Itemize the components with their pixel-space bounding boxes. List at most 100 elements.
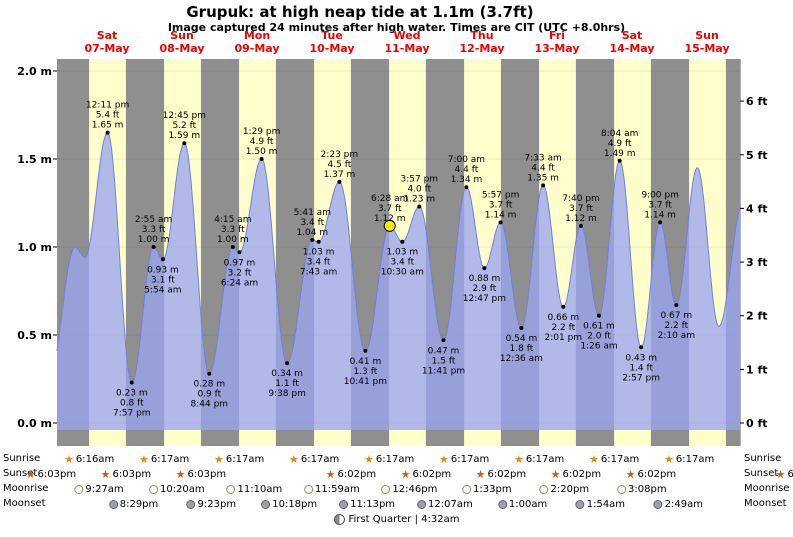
moonset-icon [108, 500, 118, 509]
day-label-date: 09-May [234, 42, 279, 55]
tide-point-label: 0.67 m [660, 311, 692, 321]
moonset-entry: 12:07am [417, 498, 473, 511]
tide-point-label: 1.04 m [296, 228, 328, 238]
sunset-time: 6:02pm [637, 469, 677, 480]
moonrise-time: 1:33pm [473, 484, 512, 495]
moonrise-entry: 2:20pm [539, 483, 589, 496]
tide-chart: 12:11 pm5.4 ft1.65 m 0.23 m0.8 ft7:57 pm 2… [17, 29, 768, 446]
sunset-icon: ★ [25, 468, 36, 481]
tide-point-label: 1.00 m [217, 235, 249, 245]
tide-point-label: 2:55 am [135, 215, 172, 225]
sunrise-time: 6:17am [675, 454, 715, 465]
sunset-icon: ★ [100, 468, 111, 481]
tide-point-label: 4.9 ft [608, 139, 632, 149]
moonrise-icon [617, 485, 627, 494]
tide-point-dot [400, 239, 405, 244]
sunset-time: 6:02pm [487, 469, 527, 480]
sunrise-time: 6:17am [525, 454, 565, 465]
moonset-time: 1:00am [508, 499, 548, 510]
moon-phase-text: First Quarter | 4:32am [348, 514, 460, 525]
day-label-dow: Mon [244, 29, 270, 42]
sunset-entry: ★ 6:02pm [476, 468, 526, 481]
tide-point-label: 8:44 pm [191, 400, 229, 410]
moonrise-icon [462, 485, 472, 494]
moonrise-time: 11:10am [237, 484, 283, 495]
sunrise-entry: ★ 6:17am [514, 453, 564, 466]
tide-point-label: 10:41 pm [344, 377, 387, 387]
tide-point-dot [151, 245, 156, 249]
moonset-time: 11:13pm [350, 499, 396, 510]
sunrise-icon: ★ [588, 453, 599, 466]
sunset-icon: ★ [400, 468, 411, 481]
ytick-m-label: 0.0 m [17, 417, 52, 430]
tide-point-dot [579, 223, 583, 228]
tide-point-label: 0.93 m [147, 265, 179, 275]
moonrise-row-label-right: Moonrise [744, 483, 790, 494]
ytick-ft-label: 3 ft [746, 256, 768, 269]
sunset-entry: ★ 6:03pm [26, 468, 76, 481]
tide-point-label: 0.41 m [350, 357, 382, 367]
moonset-time: 1:54am [586, 499, 626, 510]
tide-point-dot [417, 204, 422, 209]
moonset-icon [575, 500, 585, 509]
tide-point-label: 8:04 am [601, 129, 638, 139]
moonset-time: 2:49am [664, 499, 703, 510]
day-label-date: 15-May [684, 42, 729, 55]
sunset-icon: ★ [325, 468, 336, 481]
tide-point-label: 6:28 am [371, 194, 408, 204]
tide-point-label: 0.28 m [193, 380, 225, 390]
sunset-entry: ★ 6:03pm [101, 468, 151, 481]
tide-point-label: 1.59 m [168, 131, 200, 141]
tide-point-label: 1.03 m [303, 248, 335, 258]
tide-point-dot [639, 345, 644, 350]
tide-point-label: 6:24 am [221, 278, 258, 288]
sunrise-icon: ★ [663, 453, 674, 466]
sunset-time: 6:03pm [187, 469, 227, 480]
tide-point-label: 1.3 ft [354, 367, 378, 377]
day-label-dow: Sat [97, 29, 118, 42]
moonset-entry: 9:23pm [186, 498, 237, 511]
moonset-entry: 1:54am [575, 498, 626, 511]
moonset-icon [339, 500, 349, 509]
day-label-date: 12-May [459, 42, 504, 55]
page-title: Grupuk: at high neap tide at 1.1m (3.7ft… [186, 3, 534, 21]
sunrise-entry: ★ 6:17am [289, 453, 339, 466]
tide-point-dot [498, 220, 503, 225]
tide-point-label: 1.50 m [246, 147, 278, 157]
tide-point-label: 5.4 ft [96, 111, 120, 121]
moonset-time: 9:23pm [197, 499, 237, 510]
sunset-time: 6:03pm [112, 469, 152, 480]
tide-point-label: 1.00 m [138, 235, 170, 245]
moonset-row-label-left: Moonset [3, 498, 46, 509]
ytick-ft-label: 6 ft [746, 95, 768, 108]
tide-point-label: 3:57 pm [401, 175, 439, 185]
first-quarter-moon-icon [333, 514, 345, 525]
day-label-date: 08-May [159, 42, 204, 55]
tide-point-dot [363, 348, 368, 353]
tide-point-label: 4.5 ft [328, 160, 352, 170]
tide-point-label: 12:47 pm [463, 294, 506, 304]
sunrise-entry: ★ 6:16am [64, 453, 114, 466]
tide-point-label: 12:11 pm [86, 101, 129, 111]
tide-point-label: 1.12 m [374, 214, 406, 224]
day-label-dow: Sun [695, 29, 719, 42]
tide-point-dot [285, 361, 290, 366]
moonrise-entry: 11:59am [304, 483, 360, 496]
ytick-ft-label: 5 ft [746, 149, 768, 162]
tide-point-label: 2.2 ft [664, 321, 688, 331]
sunrise-row-label-left: Sunrise [3, 453, 41, 464]
tide-point-label: 4:15 am [214, 215, 251, 225]
tide-point-label: 3.3 ft [142, 225, 166, 235]
moonset-icon [417, 500, 427, 509]
moonset-time: 8:29pm [119, 499, 159, 510]
tide-point-label: 7:00 am [448, 155, 485, 165]
day-label-date: 13-May [534, 42, 579, 55]
sunrise-time: 6:17am [300, 454, 340, 465]
tide-point-label: 0.54 m [506, 334, 538, 344]
tide-point-label: 2:10 am [658, 331, 695, 341]
sunrise-entry: ★ 6:17am [139, 453, 189, 466]
sunrise-icon: ★ [438, 453, 449, 466]
day-label-dow: Thu [470, 29, 493, 42]
